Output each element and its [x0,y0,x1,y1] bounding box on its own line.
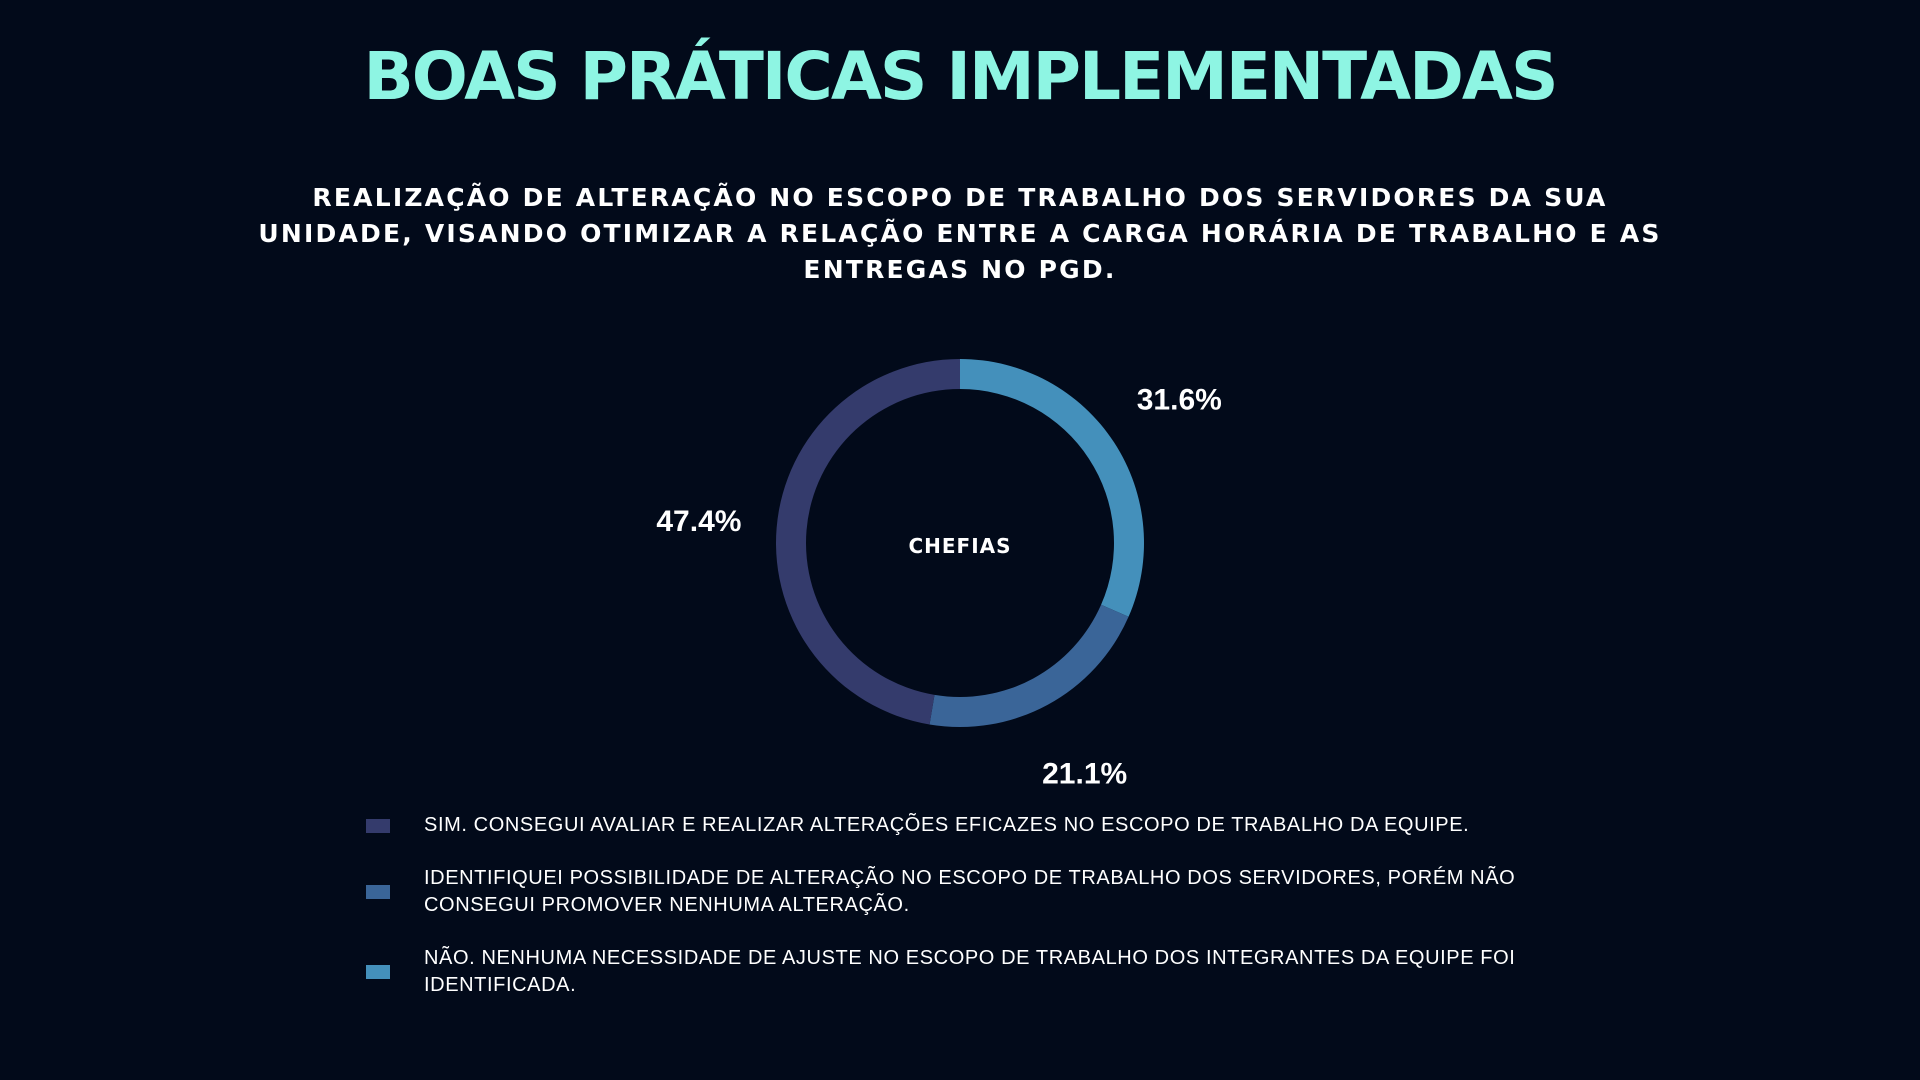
legend-item: IDENTIFIQUEI POSSIBILIDADE DE ALTERAÇÃO … [366,865,1566,919]
legend-swatch [366,885,390,899]
donut-value-label-0: 31.6% [1137,384,1222,417]
donut-value-labels: 31.6% 21.1% 47.4% [656,384,1221,791]
donut-center-label: CHEFIAS [908,534,1011,558]
legend-item: NÃO. NENHUMA NECESSIDADE DE AJUSTE NO ES… [366,945,1566,999]
donut-value-label-2: 47.4% [656,505,741,538]
legend-swatch [366,965,390,979]
legend-label: IDENTIFIQUEI POSSIBILIDADE DE ALTERAÇÃO … [424,867,1516,916]
legend-label: NÃO. NENHUMA NECESSIDADE DE AJUSTE NO ES… [424,947,1516,996]
donut-slice-0 [960,359,1145,617]
donut-slice-2 [775,359,960,725]
donut-value-label-1: 21.1% [1042,757,1127,790]
donut-slices [775,359,1145,728]
legend-label: SIM. CONSEGUI AVALIAR E REALIZAR ALTERAÇ… [424,814,1470,836]
page-title: BOAS PRÁTICAS IMPLEMENTADAS [363,38,1558,115]
legend-item: SIM. CONSEGUI AVALIAR E REALIZAR ALTERAÇ… [366,812,1566,839]
chart-question: REALIZAÇÃO DE ALTERAÇÃO NO ESCOPO DE TRA… [258,183,1662,284]
chart-legend: SIM. CONSEGUI AVALIAR E REALIZAR ALTERAÇ… [366,812,1566,1025]
legend-swatch [366,818,390,833]
donut-slice-1 [929,604,1129,728]
